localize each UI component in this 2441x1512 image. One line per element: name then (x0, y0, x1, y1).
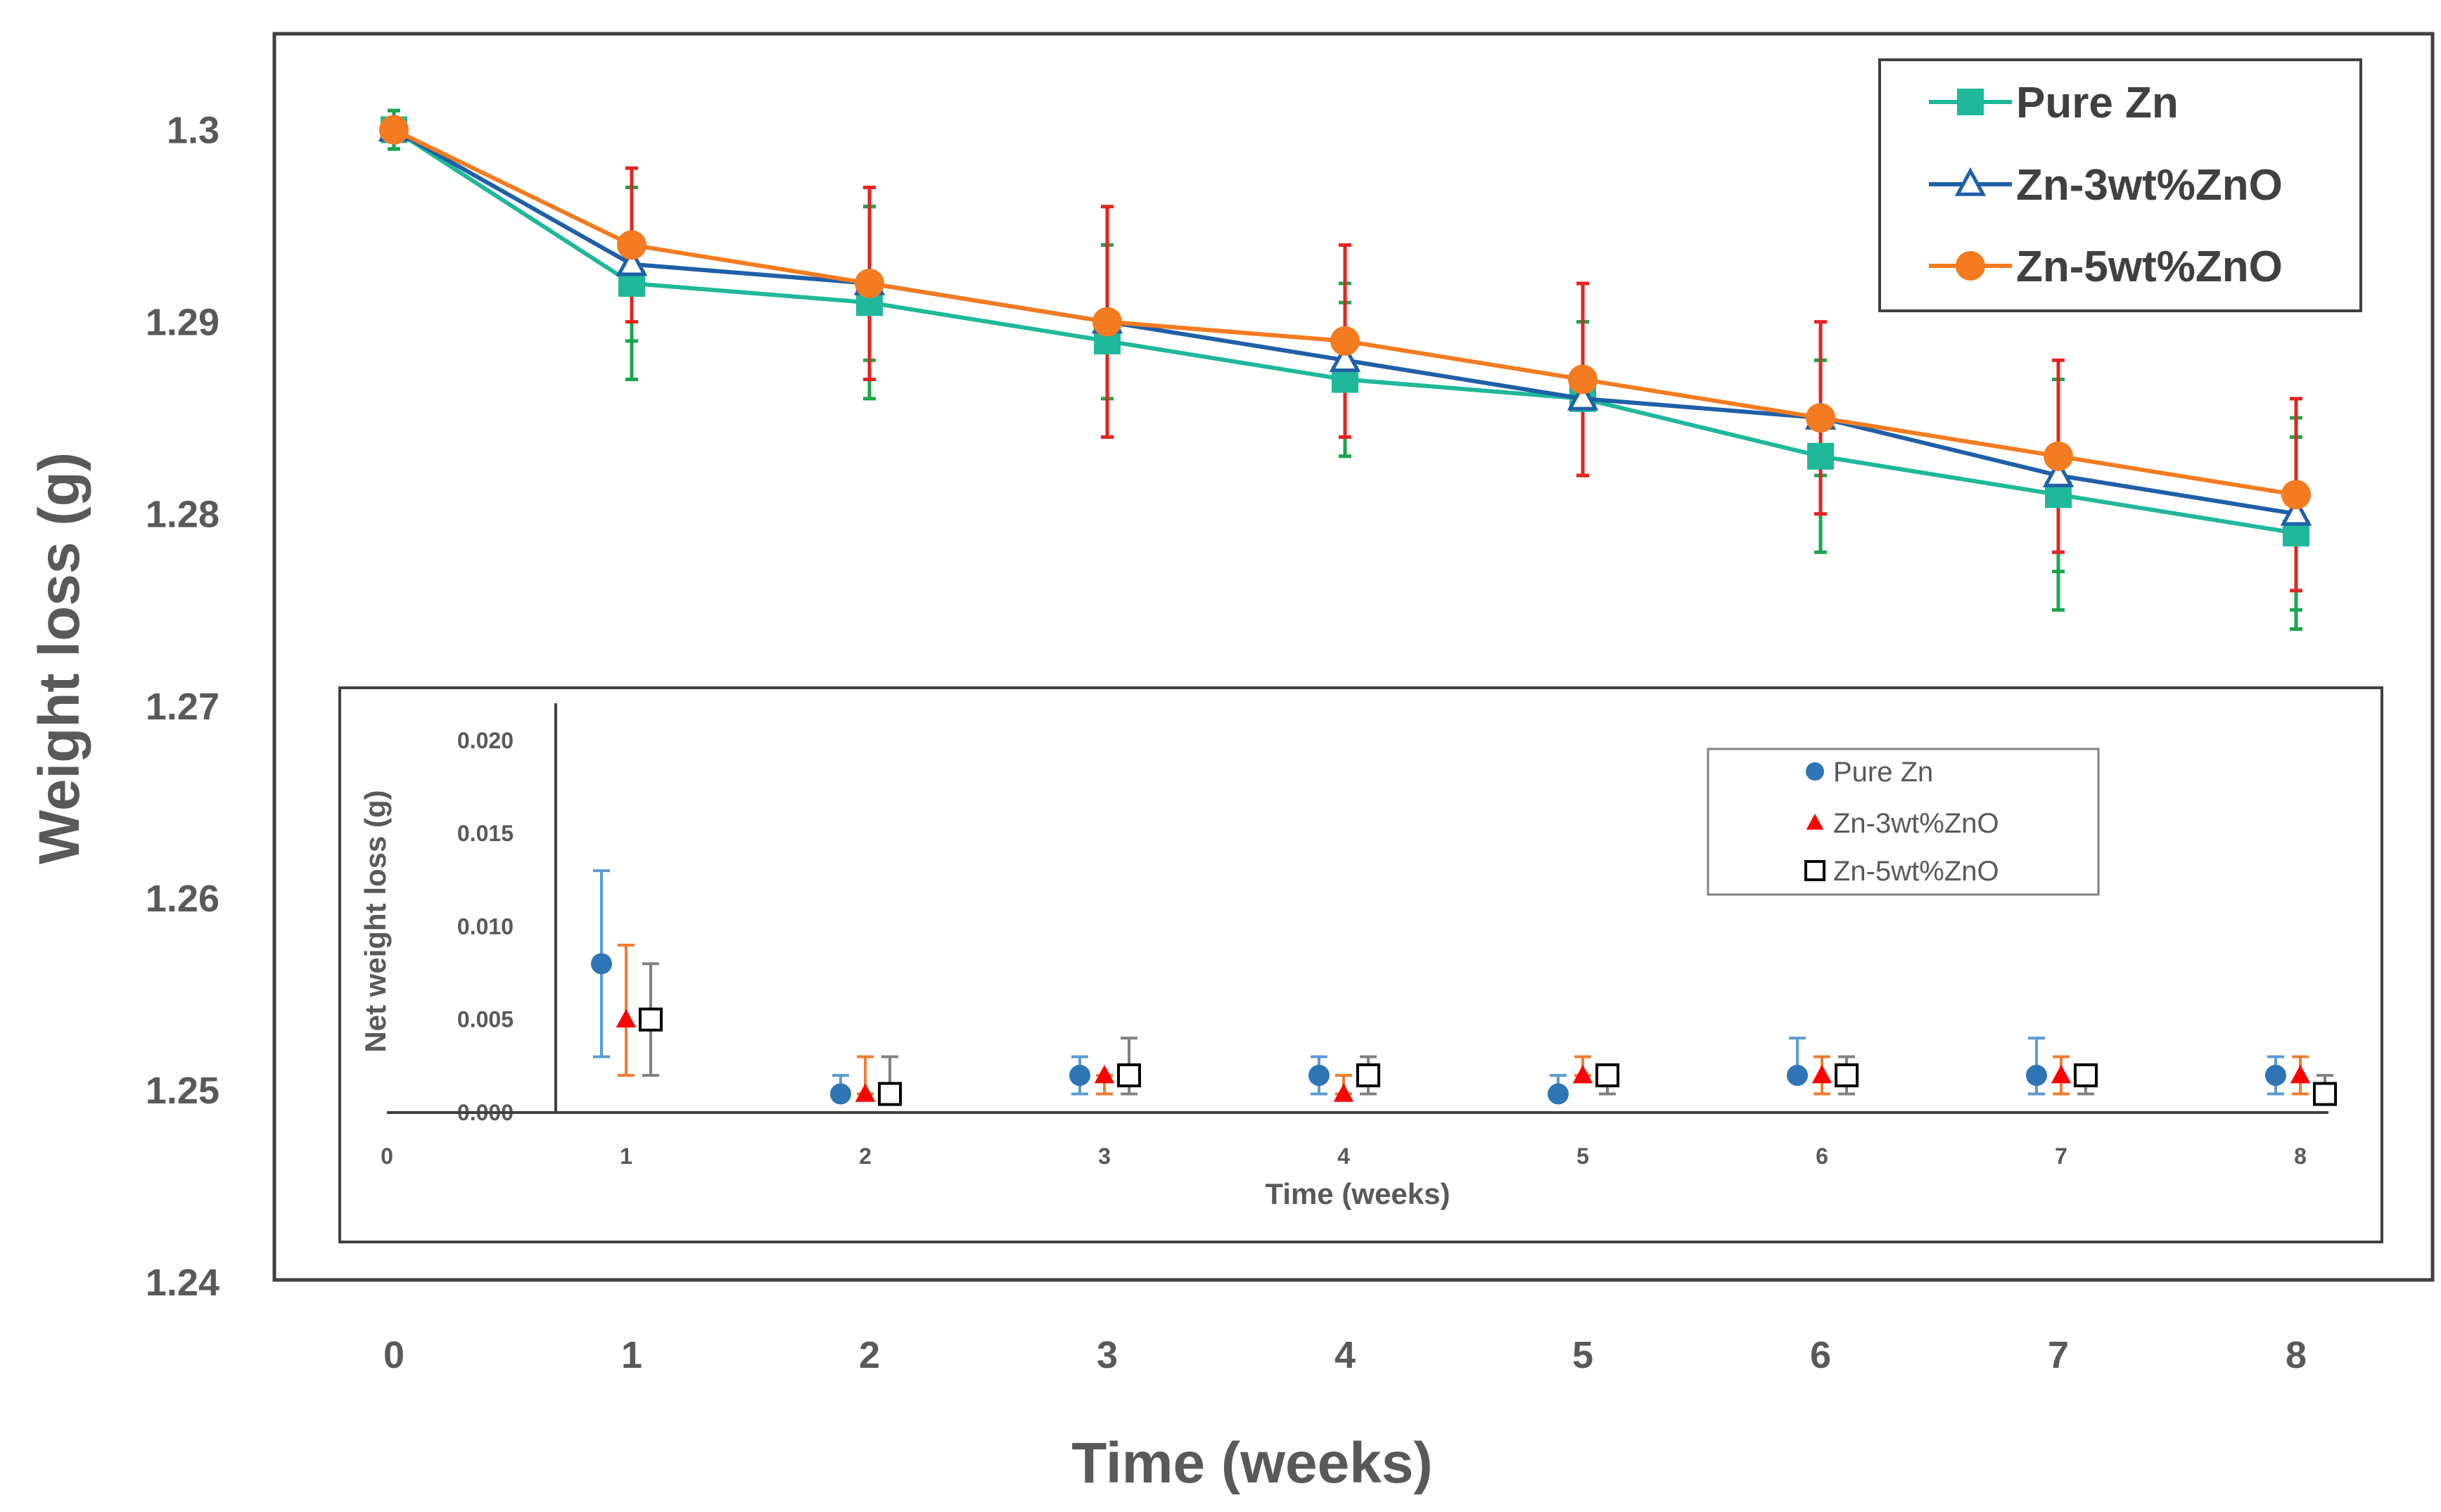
inset-legend-label: Zn-3wt%ZnO (1833, 808, 1999, 839)
inset-data-point (1333, 1083, 1354, 1102)
inset-legend-box (1707, 748, 2100, 896)
inset-data-point (2074, 1063, 2098, 1088)
inset-x-tick-label: 6 (1816, 1143, 1828, 1169)
main-data-point (2042, 458, 2074, 487)
main-x-tick-label: 1 (621, 1334, 642, 1376)
inset-y-tick-label: 0.005 (457, 1007, 514, 1032)
inset-data-point (2051, 1065, 2072, 1084)
main-data-point (617, 230, 646, 260)
inset-y-tick-label: 0.015 (457, 821, 514, 846)
inset-data-point (1548, 1083, 1569, 1105)
main-data-point (1330, 326, 1360, 356)
main-x-tick-label: 5 (1572, 1334, 1593, 1376)
main-data-point (616, 247, 648, 276)
main-x-tick-label: 6 (1810, 1334, 1831, 1376)
main-legend-marker (1956, 251, 1985, 281)
main-x-tick-label: 7 (2048, 1334, 2069, 1376)
inset-data-point (639, 1007, 663, 1032)
inset-data-point (1094, 1065, 1115, 1084)
inset-legend-marker (1806, 814, 1824, 830)
inset-x-axis-title: Time (weeks) (1265, 1177, 1450, 1210)
inset-data-point (855, 1083, 876, 1102)
inset-data-point (1069, 1065, 1090, 1087)
main-data-point (1092, 307, 1122, 337)
main-legend: Pure Zn Zn-3wt%ZnO Zn-5wt%ZnO (1878, 58, 2362, 312)
main-legend-marker (1954, 167, 1987, 196)
inset-data-point (2026, 1065, 2047, 1087)
main-data-point (1568, 364, 1598, 395)
inset-legend-marker (1804, 860, 1825, 881)
main-series-3 (379, 115, 2311, 510)
inset-x-tick-label: 5 (1576, 1143, 1589, 1169)
inset-plot-area (387, 703, 2337, 1114)
inset-data-point (1308, 1065, 1330, 1087)
inset-data-point (878, 1082, 902, 1106)
inset-data-point (2290, 1065, 2311, 1084)
inset-legend-marker (1806, 762, 1824, 781)
inset-x-tick-label: 2 (859, 1143, 872, 1169)
inset-data-point (830, 1083, 851, 1105)
inset-data-point (1811, 1065, 1833, 1084)
main-y-tick-label: 1.27 (146, 686, 219, 728)
main-data-point (2280, 496, 2312, 526)
inset-legend-label: Zn-5wt%ZnO (1833, 856, 1999, 887)
inset-data-point (1572, 1065, 1593, 1084)
main-legend-items: Pure Zn Zn-3wt%ZnO Zn-5wt%ZnO (1929, 79, 2283, 291)
inset-x-tick-label: 8 (2294, 1143, 2307, 1169)
main-x-tick-label: 8 (2286, 1334, 2307, 1376)
inset-data-point (1356, 1063, 1380, 1088)
inset-y-tick-label: 0.020 (457, 728, 514, 753)
main-x-tick-label: 3 (1097, 1334, 1118, 1376)
main-y-tick-label: 1.24 (146, 1262, 219, 1304)
inset-data-point (1835, 1063, 1859, 1088)
main-y-tick-label: 1.26 (146, 878, 219, 920)
inset-x-tick-label: 3 (1098, 1143, 1111, 1169)
main-y-tick-label: 1.28 (146, 494, 219, 536)
main-data-point (1806, 403, 1835, 433)
inset-data-point (2265, 1065, 2286, 1087)
inset-x-tick-label: 0 (381, 1143, 393, 1169)
inset-series-3 (639, 962, 2337, 1106)
main-tick-labels: 1.24 1.25 1.26 1.27 1.28 1.29 1.3 0 1 2 3 4 5 6 7 8 (146, 110, 2307, 1376)
inset-x-tick-label: 1 (620, 1143, 632, 1169)
inset-legend-items: Pure Zn Zn-3wt%ZnO Zn-5wt%ZnO (1804, 757, 1999, 887)
main-data-point (1807, 442, 1834, 470)
inset-data-point (1787, 1065, 1808, 1087)
main-x-axis-title: Time (weeks) (1071, 1431, 1433, 1495)
main-plot-area (378, 108, 2312, 632)
main-y-tick-label: 1.3 (167, 110, 219, 152)
inset-legend: Pure Zn Zn-3wt%ZnO Zn-5wt%ZnO (1707, 748, 2100, 896)
inset-legend-label: Pure Zn (1833, 757, 1933, 788)
main-x-tick-label: 4 (1334, 1334, 1356, 1376)
main-x-tick-label: 2 (859, 1334, 880, 1376)
main-data-point (855, 269, 884, 298)
main-legend-marker (1957, 89, 1984, 115)
main-y-axis-title: Weight loss (g) (27, 452, 91, 864)
inset-data-point (1595, 1063, 1619, 1088)
inset-data-point (591, 953, 612, 975)
main-legend-label: Zn-3wt%ZnO (2016, 161, 2283, 210)
main-y-tick-label: 1.25 (146, 1070, 219, 1112)
main-legend-label: Zn-5wt%ZnO (2016, 243, 2283, 291)
main-x-tick-label: 0 (383, 1334, 404, 1376)
inset-data-point (616, 1008, 637, 1027)
main-data-point (2044, 441, 2073, 471)
inset-y-tick-label: 0.010 (457, 914, 514, 939)
main-y-tick-label: 1.29 (146, 302, 219, 344)
inset-x-tick-label: 7 (2055, 1143, 2067, 1169)
inset-data-point (1117, 1063, 1141, 1088)
inset-y-axis-title: Net weight loss (g) (359, 790, 392, 1052)
main-legend-label: Pure Zn (2016, 79, 2179, 127)
main-data-point (2281, 480, 2311, 510)
inset-series-2 (616, 943, 2311, 1102)
main-data-point (1329, 342, 1361, 372)
inset-data-point (2313, 1082, 2337, 1106)
main-data-point (379, 115, 409, 145)
main-series-2 (378, 113, 2312, 526)
inset-x-tick-label: 4 (1337, 1143, 1350, 1169)
inset-series-1 (591, 869, 2286, 1105)
main-data-point (1567, 381, 1599, 411)
